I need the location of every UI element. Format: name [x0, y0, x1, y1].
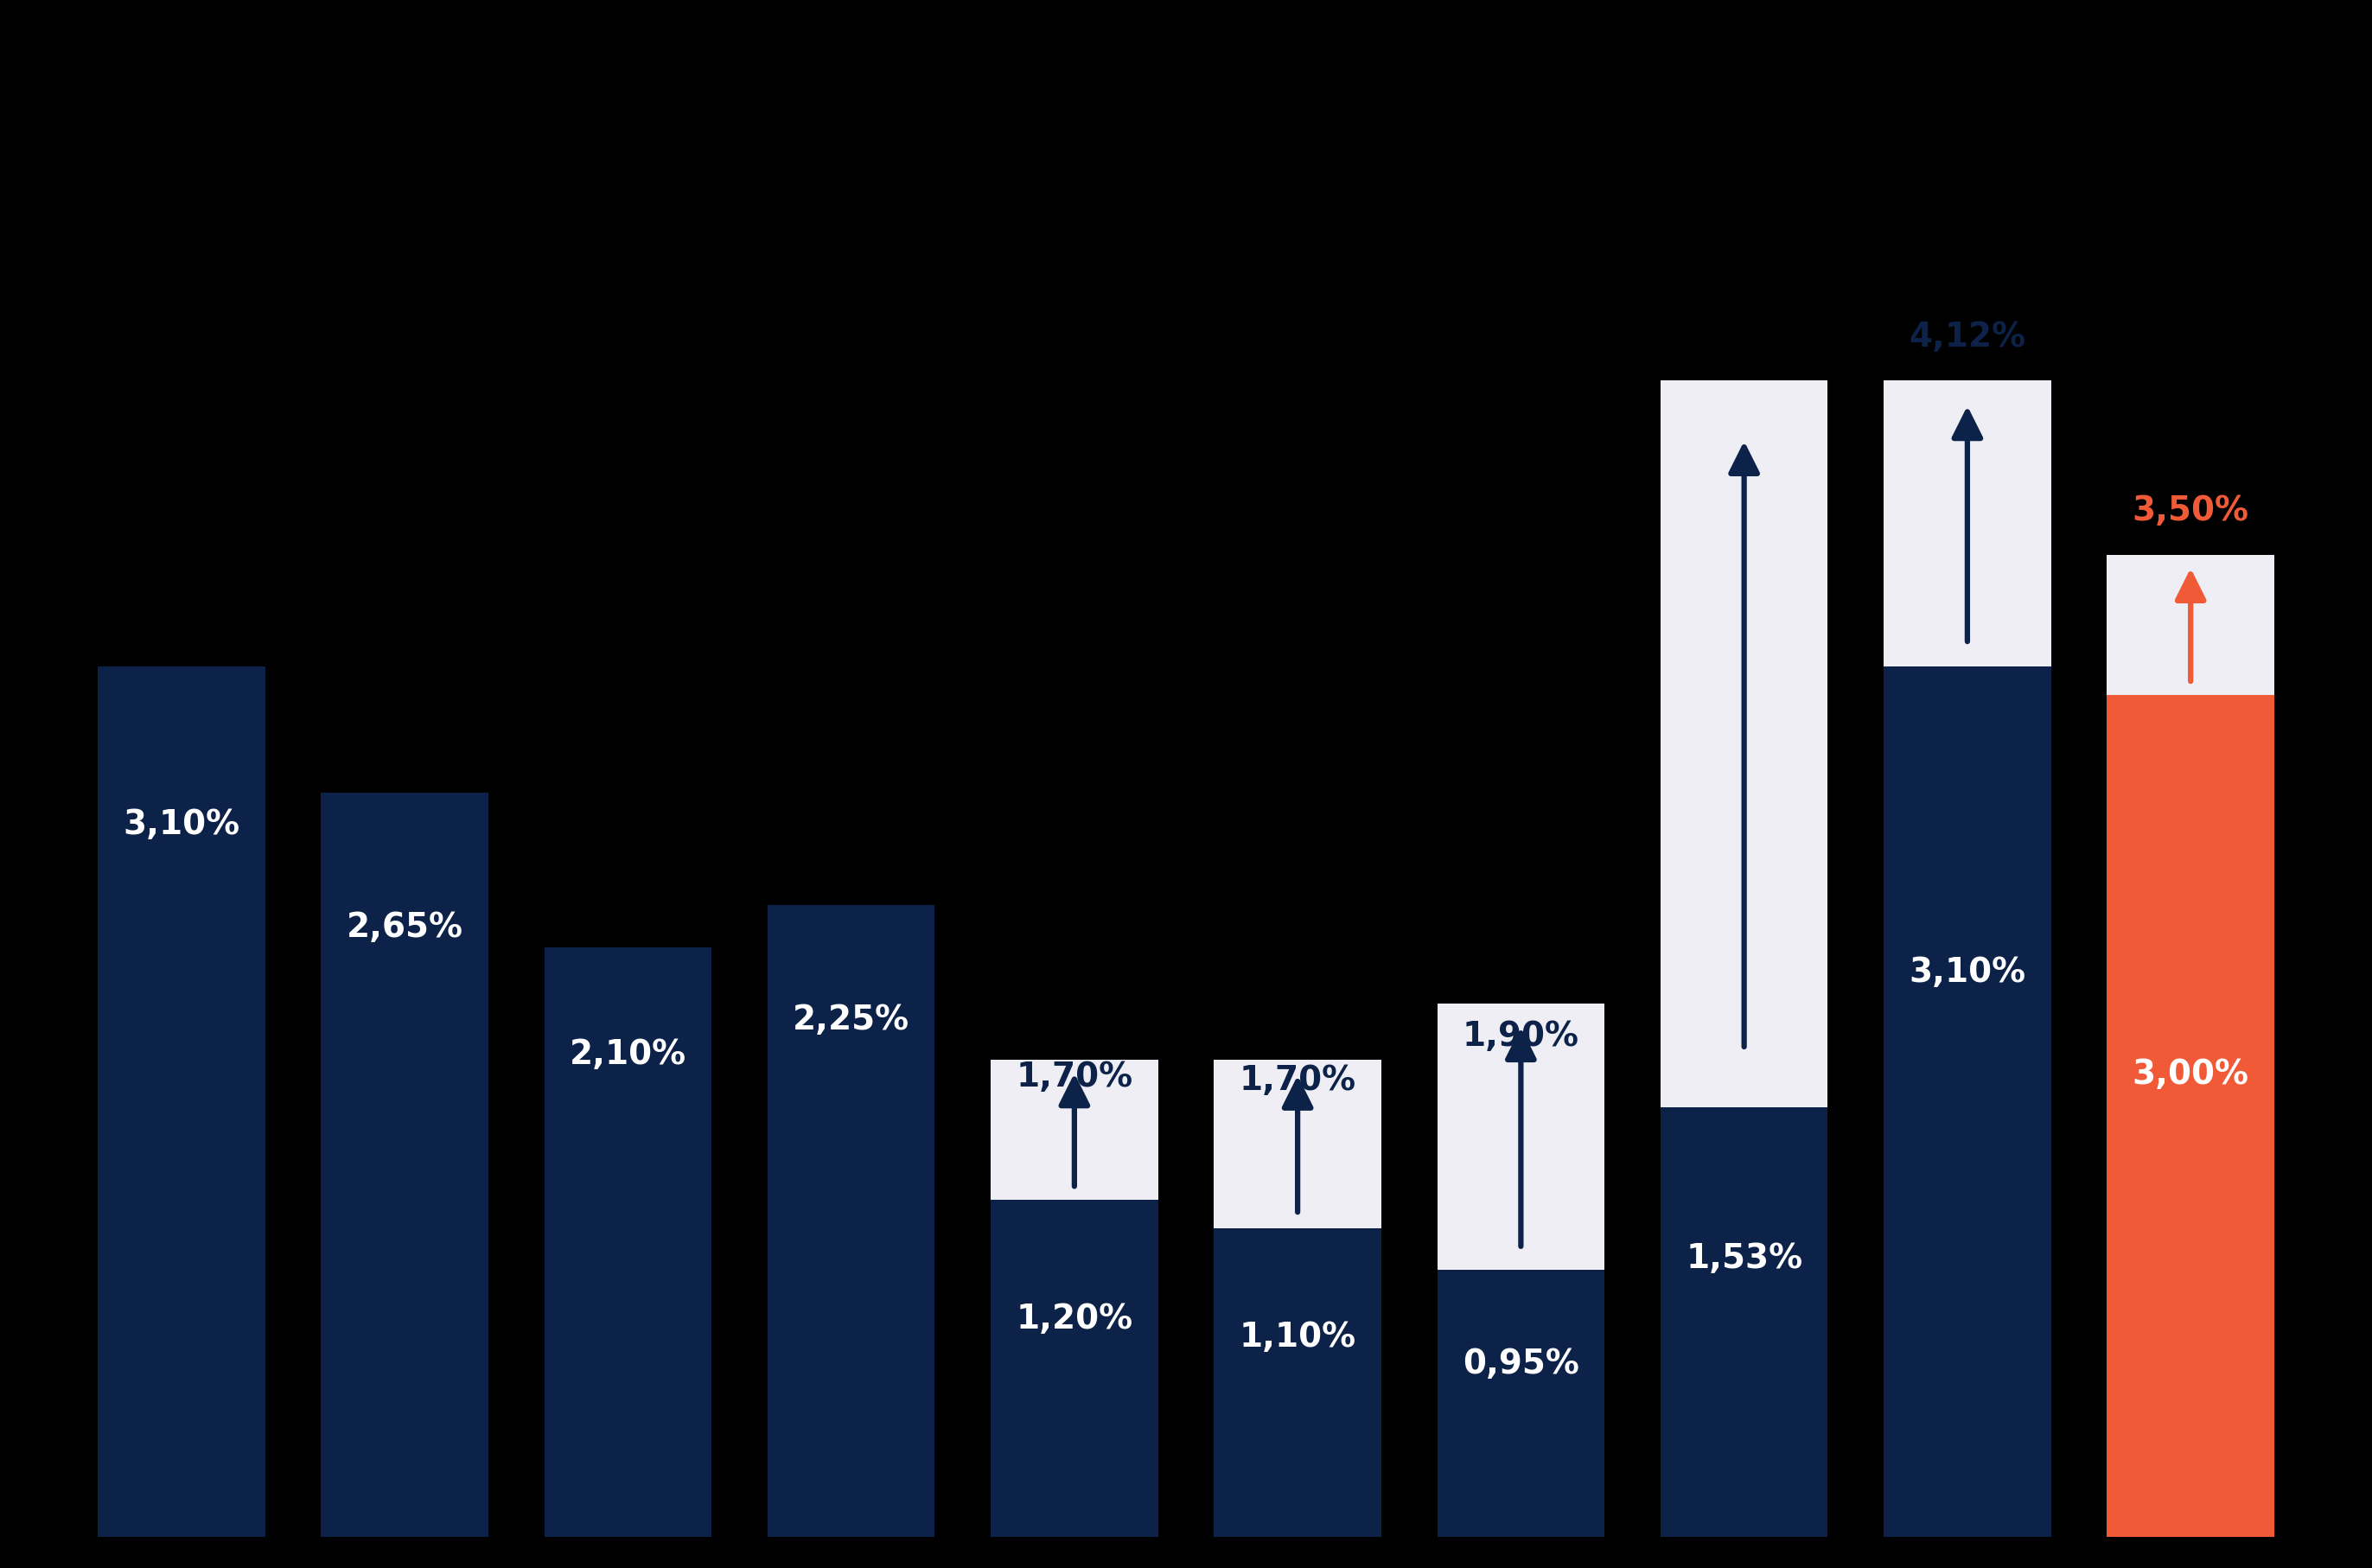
Bar	[991, 1200, 1158, 1537]
Text: 3,00%: 3,00%	[2132, 1057, 2249, 1090]
Bar	[2106, 555, 2275, 695]
Text: 2,10%: 2,10%	[569, 1038, 686, 1069]
Bar	[2106, 695, 2275, 1537]
Bar	[543, 947, 712, 1537]
Text: 3,10%: 3,10%	[1909, 955, 2026, 988]
Bar	[769, 906, 935, 1537]
Bar	[320, 793, 489, 1537]
Bar	[1437, 1004, 1603, 1270]
Text: 2,25%: 2,25%	[792, 1004, 908, 1035]
Text: 1,20%: 1,20%	[1015, 1301, 1134, 1334]
Bar	[1883, 668, 2052, 1537]
Text: 1,53%: 1,53%	[1686, 1242, 1803, 1275]
Bar	[1660, 381, 1829, 1107]
Text: 2,65%: 2,65%	[346, 911, 463, 944]
Text: 1,70%: 1,70%	[1015, 1060, 1134, 1093]
Bar	[1883, 381, 2052, 668]
Bar	[1437, 1270, 1603, 1537]
Text: 1,70%: 1,70%	[1238, 1063, 1357, 1096]
Text: 3,50%: 3,50%	[2132, 494, 2249, 527]
Text: 3,10%: 3,10%	[123, 808, 240, 840]
Bar	[97, 668, 266, 1537]
Bar	[1660, 1107, 1829, 1537]
Bar	[991, 1060, 1158, 1200]
Text: 0,95%: 0,95%	[1464, 1347, 1580, 1380]
Text: 1,90%: 1,90%	[1464, 1019, 1580, 1052]
Text: 4,12%: 4,12%	[1909, 320, 2026, 353]
Bar	[1214, 1228, 1381, 1537]
Text: 1,10%: 1,10%	[1238, 1320, 1357, 1353]
Bar	[1214, 1060, 1381, 1228]
